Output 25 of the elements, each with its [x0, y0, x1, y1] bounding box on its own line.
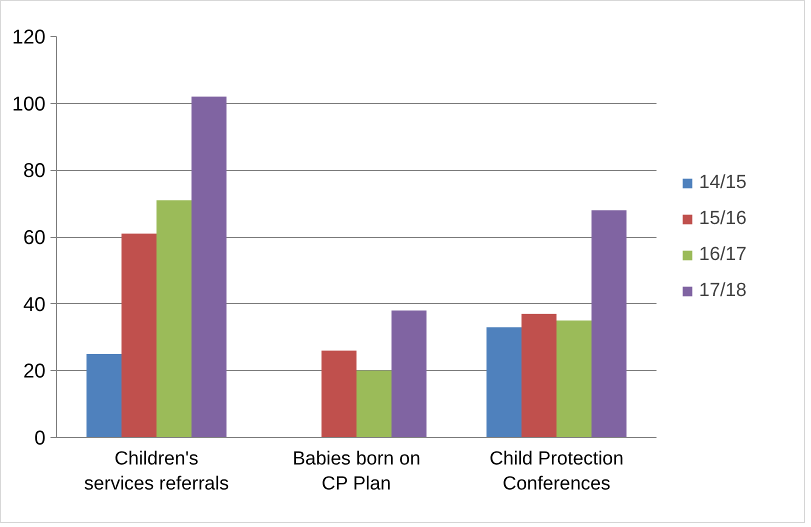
y-tick-label: 120 [12, 26, 46, 48]
bar [522, 314, 556, 438]
x-tick-label: Children's services referrals [84, 448, 229, 495]
legend-label: 15/16 [699, 208, 747, 230]
x-tick-label: Child Protection Conferences [489, 448, 624, 495]
bar [192, 96, 226, 438]
y-tick-label: 60 [23, 227, 46, 249]
bar [392, 310, 426, 438]
y-tick-label: 0 [34, 428, 46, 450]
bar [556, 320, 592, 438]
y-tick-label: 20 [23, 360, 46, 383]
bar [122, 234, 156, 438]
legend-label: 17/18 [699, 280, 747, 302]
legend-label: 16/17 [699, 244, 747, 266]
bar [322, 350, 356, 438]
y-tick-label: 80 [23, 160, 46, 182]
x-tick-label: Babies born on CP Plan [292, 448, 420, 495]
bar [86, 354, 122, 438]
y-tick-label: 100 [12, 93, 46, 116]
y-tick-label: 40 [23, 294, 46, 316]
legend-label: 14/15 [699, 172, 747, 194]
bar [592, 210, 626, 438]
bar [156, 200, 192, 438]
bar [486, 327, 522, 438]
bar [356, 370, 392, 438]
